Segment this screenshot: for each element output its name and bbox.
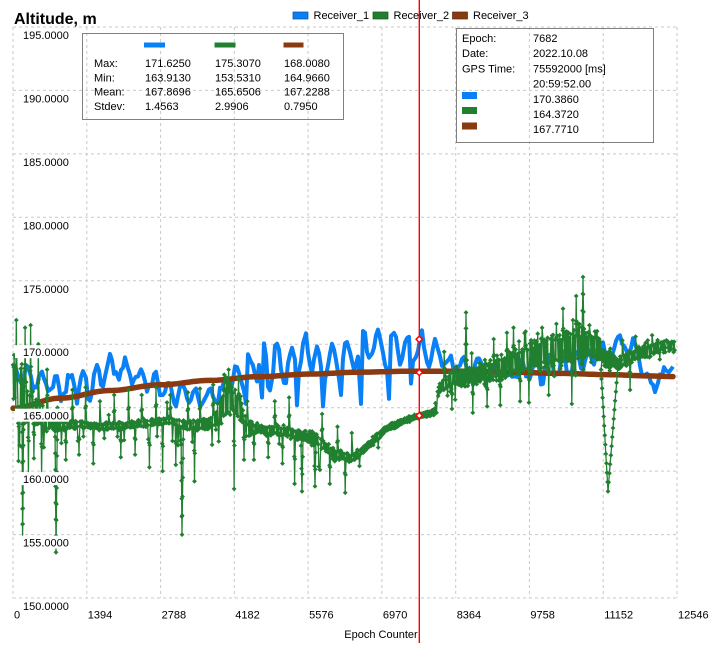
svg-text:190.0000: 190.0000 xyxy=(23,93,69,105)
svg-text:6970: 6970 xyxy=(383,610,407,622)
svg-text:GPS Time:: GPS Time: xyxy=(462,63,515,75)
svg-text:195.0000: 195.0000 xyxy=(23,30,69,42)
svg-text:164.9660: 164.9660 xyxy=(284,72,330,84)
svg-text:1.4563: 1.4563 xyxy=(145,101,179,113)
svg-text:153.5310: 153.5310 xyxy=(215,72,261,84)
svg-text:8364: 8364 xyxy=(457,610,481,622)
svg-text:160.0000: 160.0000 xyxy=(23,474,69,486)
svg-text:1394: 1394 xyxy=(88,610,112,622)
svg-text:170.3860: 170.3860 xyxy=(533,94,579,106)
svg-text:5576: 5576 xyxy=(309,610,333,622)
svg-text:168.0080: 168.0080 xyxy=(284,58,330,70)
svg-text:Stdev:: Stdev: xyxy=(94,101,125,113)
svg-text:Date:: Date: xyxy=(462,48,488,60)
svg-text:Receiver_3: Receiver_3 xyxy=(473,10,529,22)
svg-text:Min:: Min: xyxy=(94,72,115,84)
svg-text:4182: 4182 xyxy=(235,610,259,622)
svg-text:Max:: Max: xyxy=(94,58,118,70)
svg-text:155.0000: 155.0000 xyxy=(23,538,69,550)
svg-text:167.7710: 167.7710 xyxy=(533,124,579,136)
svg-text:12546: 12546 xyxy=(678,610,709,622)
svg-text:175.3070: 175.3070 xyxy=(215,58,261,70)
svg-text:0.7950: 0.7950 xyxy=(284,101,318,113)
svg-text:7682: 7682 xyxy=(533,33,557,45)
svg-text:164.3720: 164.3720 xyxy=(533,109,579,121)
svg-text:11152: 11152 xyxy=(604,610,633,622)
svg-text:171.6250: 171.6250 xyxy=(145,58,191,70)
svg-text:167.8696: 167.8696 xyxy=(145,87,191,99)
svg-text:Altitude, m: Altitude, m xyxy=(14,11,97,28)
svg-text:2.9906: 2.9906 xyxy=(215,101,249,113)
svg-text:170.0000: 170.0000 xyxy=(23,347,69,359)
svg-text:20:59:52.00: 20:59:52.00 xyxy=(533,79,591,91)
svg-text:163.9130: 163.9130 xyxy=(145,72,191,84)
svg-text:167.2288: 167.2288 xyxy=(284,87,330,99)
svg-text:75592000 [ms]: 75592000 [ms] xyxy=(533,63,606,75)
svg-text:Epoch Counter: Epoch Counter xyxy=(344,629,418,641)
svg-text:0: 0 xyxy=(14,610,20,622)
svg-text:2788: 2788 xyxy=(162,610,186,622)
svg-text:165.0000: 165.0000 xyxy=(23,411,69,423)
svg-text:2022.10.08: 2022.10.08 xyxy=(533,48,588,60)
svg-text:165.6506: 165.6506 xyxy=(215,87,261,99)
svg-text:180.0000: 180.0000 xyxy=(23,220,69,232)
svg-text:Epoch:: Epoch: xyxy=(462,33,496,45)
svg-text:Mean:: Mean: xyxy=(94,87,125,99)
svg-text:185.0000: 185.0000 xyxy=(23,157,69,169)
svg-text:Receiver_1: Receiver_1 xyxy=(314,10,370,22)
svg-text:Receiver_2: Receiver_2 xyxy=(394,10,450,22)
svg-text:9758: 9758 xyxy=(530,610,554,622)
svg-text:175.0000: 175.0000 xyxy=(23,284,69,296)
svg-text:150.0000: 150.0000 xyxy=(23,601,69,613)
